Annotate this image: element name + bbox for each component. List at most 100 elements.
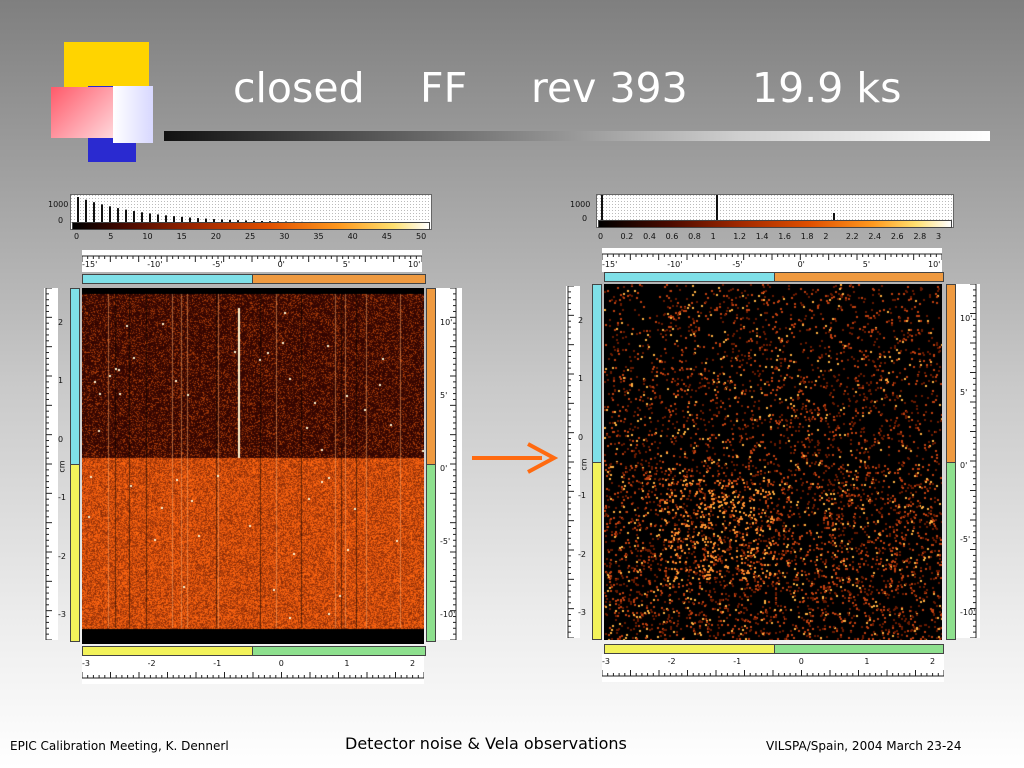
left-hist-y-label-bottom: 0: [58, 216, 64, 225]
right-arcmin-right-label: 0': [960, 461, 968, 470]
right-cm-y-ruler: [566, 285, 580, 639]
right-ccd-strip-left-yellow: [592, 462, 602, 640]
right-hist-x-label: 0: [598, 232, 604, 241]
right-cm-x-ruler: [601, 654, 945, 682]
right-arcmin-top-label: 0': [797, 260, 805, 269]
right-hist-x-label: 1.2: [733, 232, 746, 241]
right-arcmin-top-label: -15': [602, 260, 618, 269]
right-arcmin-right-label: -5': [960, 534, 971, 544]
right-ccd-strip-right-orange: [946, 284, 956, 464]
left-cm-x-label: -1: [213, 659, 222, 668]
left-hist-x-label: 5: [108, 232, 114, 241]
right-hist-x-label: 2.2: [845, 232, 859, 241]
right-hist-x-label: 2.4: [868, 232, 882, 241]
right-ccd-strip-right-green: [946, 462, 956, 640]
right-cm-x-labels: -3 -2 -1 0 1 2: [602, 657, 944, 667]
left-ccd-strip-left-yellow: [70, 464, 80, 642]
left-cm-x-label: 0: [278, 659, 284, 668]
right-arcmin-right-ruler: [956, 283, 980, 639]
left-arcmin-top-label: 0': [277, 260, 285, 269]
right-hist-x-label: 0.4: [643, 232, 656, 241]
right-hist-x-label: 1: [710, 232, 716, 241]
right-arcmin-top-labels: -15' -10' -5' 0' 5' 10': [602, 260, 942, 270]
left-hist-y-label-top: 1000: [48, 200, 69, 209]
left-hist-x-label: 10: [142, 232, 153, 241]
title-window: FF: [420, 64, 468, 112]
right-arcmin-top-label: 10': [928, 260, 941, 269]
left-cm-y-labels: 2 1 0 -1 -2 -3: [58, 288, 70, 640]
left-hist-x-label: 15: [176, 232, 187, 241]
right-hist-y-label-bottom: 0: [582, 214, 588, 223]
right-arcmin-top-label: -5': [732, 260, 743, 269]
right-arcmin-right-label: 10': [960, 314, 973, 323]
right-ccd-strip-bottom-green: [774, 644, 944, 654]
left-ccd-strip-top-cyan: [82, 274, 254, 284]
right-hist-x-label: 0.6: [665, 232, 679, 241]
right-detector-image: [604, 284, 942, 640]
left-cm-y-label: -2: [58, 551, 66, 561]
right-arcmin-right-label: 5': [960, 387, 968, 397]
title-mode: closed: [233, 64, 365, 112]
left-hist-x-label: 30: [279, 232, 290, 241]
right-cm-y-label: -1: [578, 491, 586, 501]
left-cm-y-unit: cm: [57, 460, 67, 473]
right-ccd-strip-top-cyan: [604, 272, 776, 282]
left-arcmin-right-ruler: [436, 287, 462, 641]
right-cm-x-label: 1: [864, 657, 870, 666]
right-ccd-strip-left-cyan: [592, 284, 602, 464]
left-cm-y-label: 1: [58, 376, 64, 386]
left-arcmin-top-label: -5': [212, 260, 223, 269]
left-ccd-strip-top-orange: [252, 274, 426, 284]
footer-center: Detector noise & Vela observations: [345, 734, 627, 753]
left-ccd-strip-bottom-yellow: [82, 646, 254, 656]
right-hist-y-label-top: 1000: [570, 200, 591, 209]
left-arcmin-top-label: 5': [342, 260, 351, 269]
right-cm-y-label: 2: [578, 316, 584, 325]
left-arcmin-top-ruler: [81, 250, 423, 272]
right-colorbar: [598, 220, 952, 228]
right-hist-x-label: 2.6: [890, 232, 904, 241]
left-arcmin-right-label: 10': [440, 318, 453, 327]
left-cm-y-label: 2: [58, 318, 64, 327]
left-arcmin-right-label: -5': [440, 537, 451, 546]
title-exposure: 19.9 ks: [752, 64, 902, 112]
left-ccd-strip-bottom-green: [252, 646, 426, 656]
right-hist-x-label: 0.2: [620, 232, 634, 241]
left-arcmin-top-label: -10': [147, 260, 163, 269]
left-detector-panel: 1000 0 0 5 10 15 20 25 30 35 40 45 50 -15' -10' -5' 0…: [44, 192, 468, 684]
right-cm-x-label: -1: [733, 657, 742, 666]
left-detector-image: [82, 288, 424, 644]
right-cm-x-label: 2: [930, 657, 936, 666]
left-colorbar: [72, 222, 430, 230]
left-hist-x-label: 25: [245, 232, 256, 241]
left-hist-x-label: 0: [74, 232, 80, 241]
arrow-icon: [472, 442, 559, 474]
left-cm-x-labels: -3 -2 -1 0 1 2: [82, 659, 424, 669]
right-arcmin-right-labels: 10' 5' 0' -5' -10': [960, 284, 982, 638]
right-hist-x-label: 1.4: [755, 232, 769, 241]
left-hist-x-label: 45: [381, 232, 392, 241]
right-cm-y-label: -2: [578, 549, 586, 559]
left-cm-y-label: -1: [58, 493, 66, 503]
left-arcmin-right-label: -10': [440, 610, 456, 619]
left-ccd-strip-right-orange: [426, 288, 436, 466]
right-cm-y-label: 0: [578, 432, 584, 442]
left-cm-x-ruler: [81, 656, 425, 684]
decor-square-white: [113, 86, 153, 143]
left-hist-x-label: 20: [210, 232, 221, 241]
title-underline: [164, 131, 990, 141]
right-cm-x-label: 0: [798, 657, 804, 666]
left-hist-x-label: 35: [313, 232, 324, 241]
left-arcmin-right-labels: 10' 5' 0' -5' -10': [440, 288, 462, 640]
right-arcmin-top-ruler: [601, 248, 943, 272]
left-cm-y-label: -3: [58, 610, 66, 619]
right-cm-y-unit: cm: [579, 458, 589, 471]
right-arcmin-top-label: -10': [667, 260, 683, 269]
right-hist-x-label: 0.8: [688, 232, 701, 241]
right-hist-x-label: 2.8: [913, 232, 927, 241]
right-detector-panel: 1000 0 0 0.2 0.4 0.6 0.8 1 1.2 1.4 1.6 1.8 2 2.2 2.4…: [564, 190, 984, 684]
title-revolution: rev 393: [531, 64, 688, 112]
left-hist-x-axis: 0 5 10 15 20 25 30 35 40 45 50: [74, 232, 430, 242]
right-hist-x-axis: 0 0.2 0.4 0.6 0.8 1 1.2 1.4 1.6 1.8 2 2.2 2.4 2.6 2.8 3: [598, 232, 950, 242]
right-hist-x-label: 1.6: [778, 232, 791, 241]
